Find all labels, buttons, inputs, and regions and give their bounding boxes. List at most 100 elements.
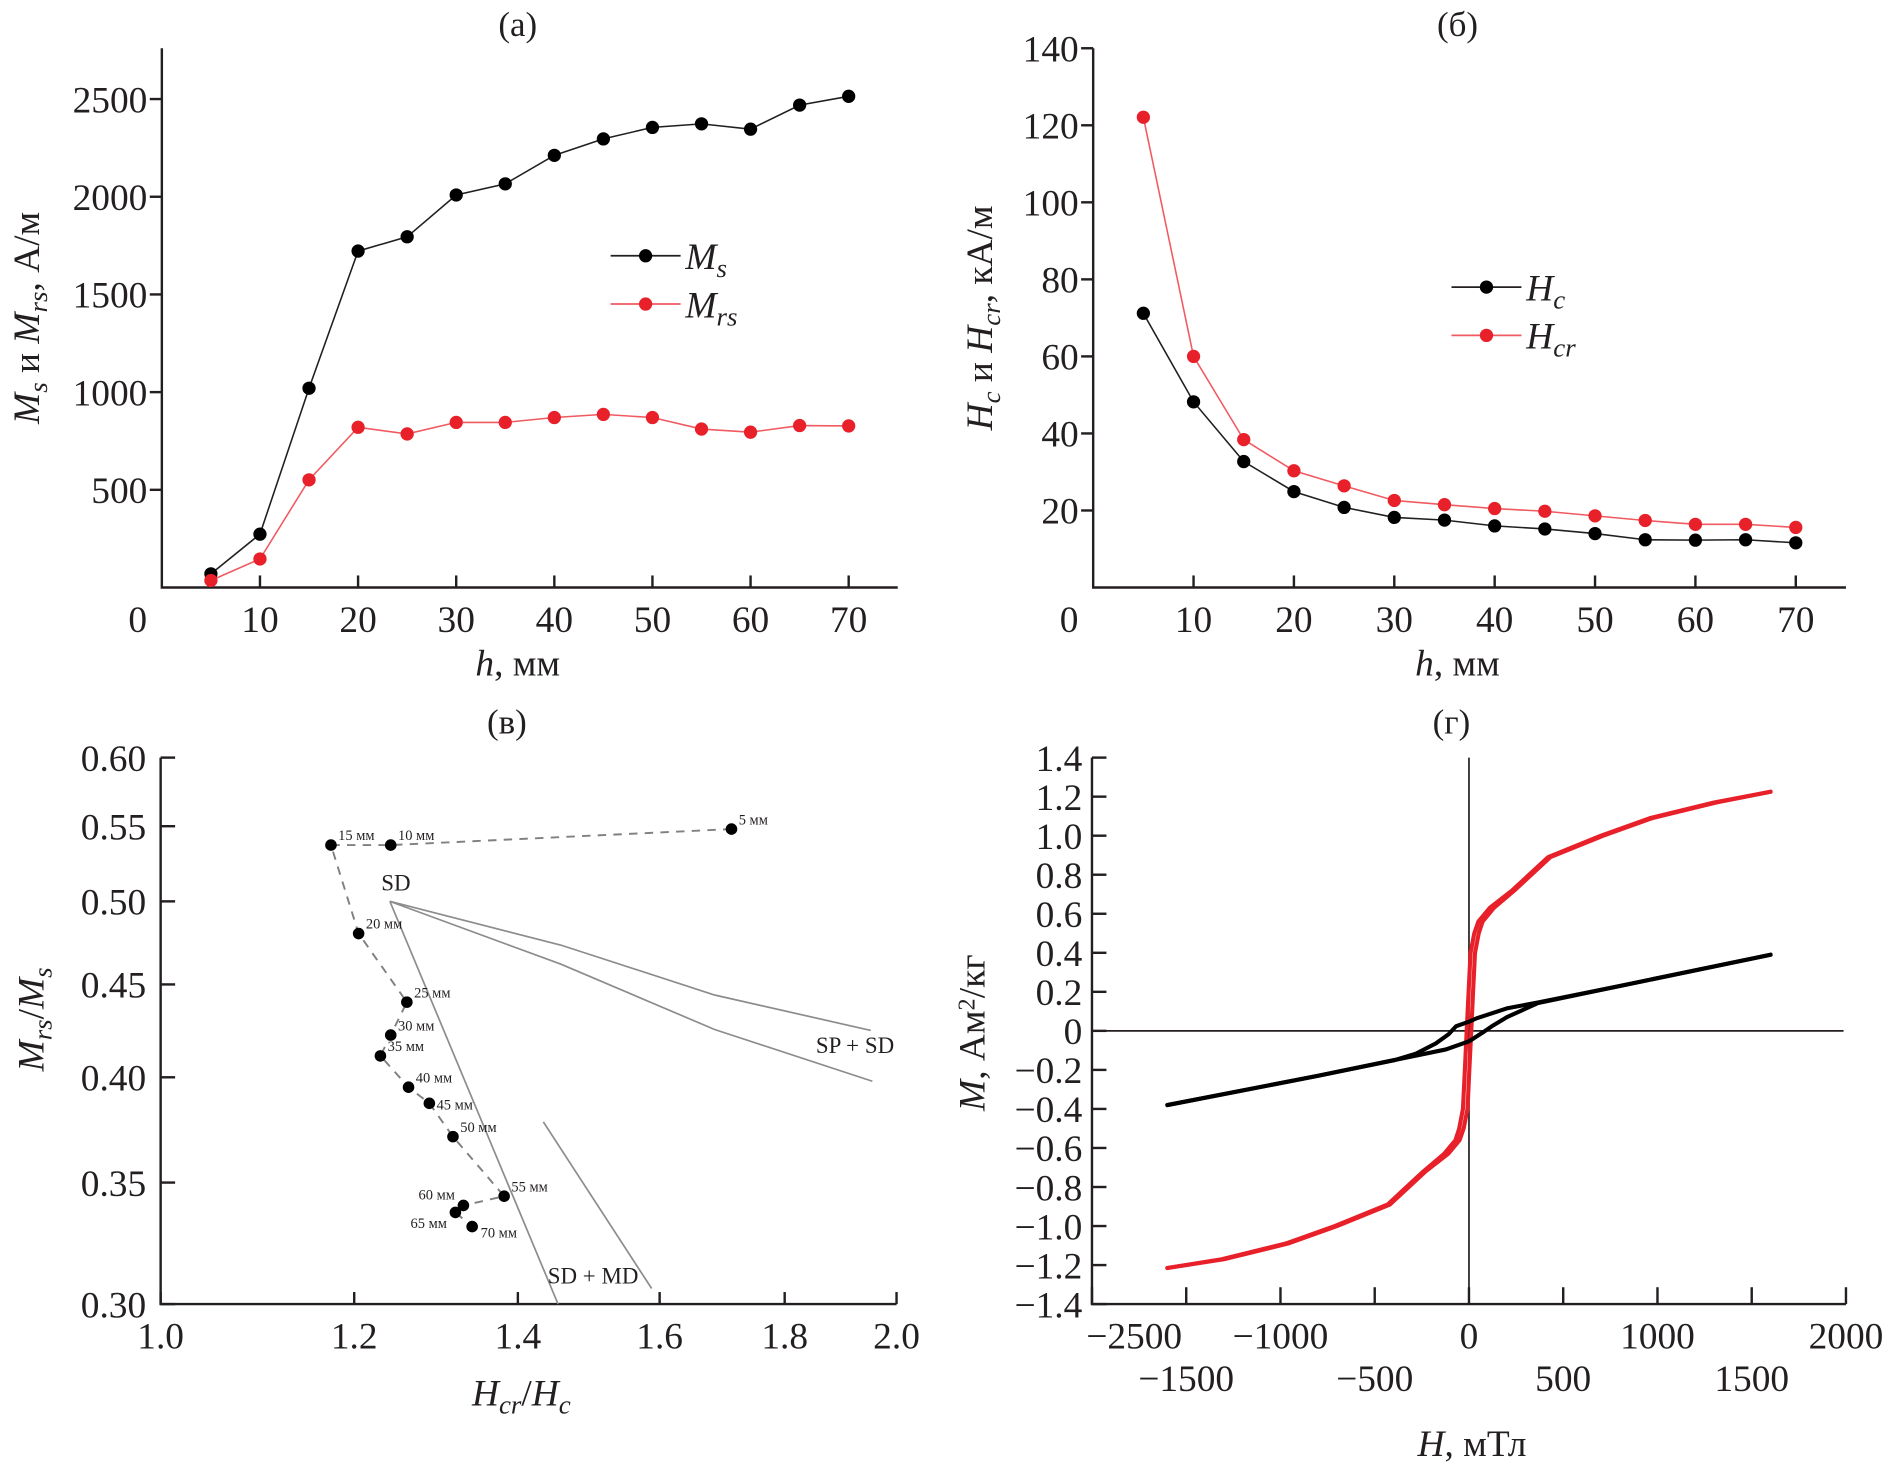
data-point [351,420,365,434]
data-point [400,230,414,244]
y-tick-label: 0.40 [81,1059,146,1100]
y-tick-label: 0.35 [81,1164,146,1205]
panel-a-ms-mrs-vs-h: (а)10 20 30 40 50 60 7050010001500200025000h, … [7,5,898,685]
data-point [384,1029,397,1041]
point-label: 50 мм [460,1120,496,1136]
x-tick-label: 1.2 [331,1317,378,1358]
label-part: rs [27,1019,57,1040]
y-tick-label: 0.45 [81,966,146,1007]
data-point [645,410,660,425]
y-tick-label: 0.50 [81,883,146,924]
data-point [1237,454,1251,469]
label-part: H [960,401,1001,431]
data-point [498,415,512,430]
y-tick-label: 0.30 [81,1285,146,1326]
data-point [1387,493,1401,508]
y-tick-label: 1000 [73,373,148,414]
point-label: 30 мм [398,1018,434,1034]
label-part: rs [717,301,738,331]
panel-d-hysteresis-loops: (г) −2500 −1000 0 1000 2000 −1500 −500 500 1500 1.… [953,702,1884,1465]
data-point [645,120,660,135]
reference-line [389,900,871,1032]
label-part: / [521,1373,532,1414]
data-point [457,1199,470,1212]
x-tick-label: 30 [438,600,475,641]
hysteresis-branch-ascending [1165,789,1773,1271]
label-part: /кг [953,954,994,998]
label-part: s [22,382,52,392]
data-point [302,473,316,487]
y-tick-label: 500 [91,471,147,512]
label-part: H [1525,317,1555,358]
x-tick-label: 60 [1677,600,1714,641]
data-point [1638,513,1652,528]
label-part: rs [22,292,52,313]
y-tick-label: 40 [1041,415,1078,456]
point-label: 35 мм [388,1039,424,1055]
data-point [1588,509,1602,523]
point-label: 55 мм [511,1179,547,1195]
y-axis-title: Hc и Hcr, кА/м [960,205,1006,431]
data-point [547,148,561,162]
label-part: h [475,644,494,685]
label-part: H [960,324,1001,354]
data-point [1136,306,1151,320]
data-point [1136,110,1151,124]
data-point [694,117,709,131]
series-line [210,95,849,575]
legend-label: Hcr [1525,317,1576,363]
x-axis-title: h, мм [475,644,560,685]
x-tick-label: 1.4 [495,1317,542,1358]
x-tick-label: 0 [1460,1317,1479,1358]
series-1 [1136,110,1803,535]
data-point [1588,526,1602,541]
data-point [253,552,267,566]
region-annotation: SD + MD [548,1264,639,1289]
x-tick-label: −500 [1336,1359,1413,1400]
data-point [1488,519,1502,533]
data-point [1287,484,1301,499]
y-tick-label: 140 [1023,30,1079,71]
label-part: M [684,237,718,278]
legend-marker [1479,280,1494,294]
label-part: H [471,1373,501,1414]
reference-line [542,1121,653,1289]
legend-marker [1479,328,1494,343]
data-point [401,996,413,1008]
x-tick-label: 2.0 [873,1317,920,1358]
label-part: c [1553,284,1565,314]
label-part: 2 [954,998,981,1010]
data-point [447,1130,459,1143]
point-label: 25 мм [414,985,450,1001]
reference-line [389,901,559,1305]
legend-label: Mrs [684,285,737,331]
data-point [1337,479,1351,493]
x-tick-label: −1500 [1138,1359,1234,1400]
y-tick-label: 120 [1023,107,1079,148]
data-point [1237,432,1251,447]
label-part: и [960,353,1001,392]
point-label: 10 мм [398,828,434,844]
point-label: 20 мм [366,917,402,933]
data-point [449,415,463,430]
data-point [1538,504,1552,518]
data-point [1538,522,1552,536]
region-annotation: SP + SD [816,1033,894,1058]
y-tick-label: 1.4 [1036,739,1083,780]
y-tick-label: 0.4 [1036,934,1083,975]
x-tick-label: 1.0 [137,1317,184,1358]
data-point [743,122,758,136]
x-tick-label: 10 [241,600,278,641]
origin-label: 0 [128,600,147,641]
axes [160,48,898,589]
y-tick-label: −1.2 [1015,1246,1083,1287]
label-part: M [7,391,48,425]
series-1 [204,407,856,588]
data-point [449,188,463,202]
data-point [1186,395,1201,409]
data-point [1186,349,1201,364]
y-tick-label: −0.4 [1015,1090,1083,1131]
point-label: 70 мм [481,1225,517,1241]
hysteresis-branch-ascending [1165,952,1773,1108]
